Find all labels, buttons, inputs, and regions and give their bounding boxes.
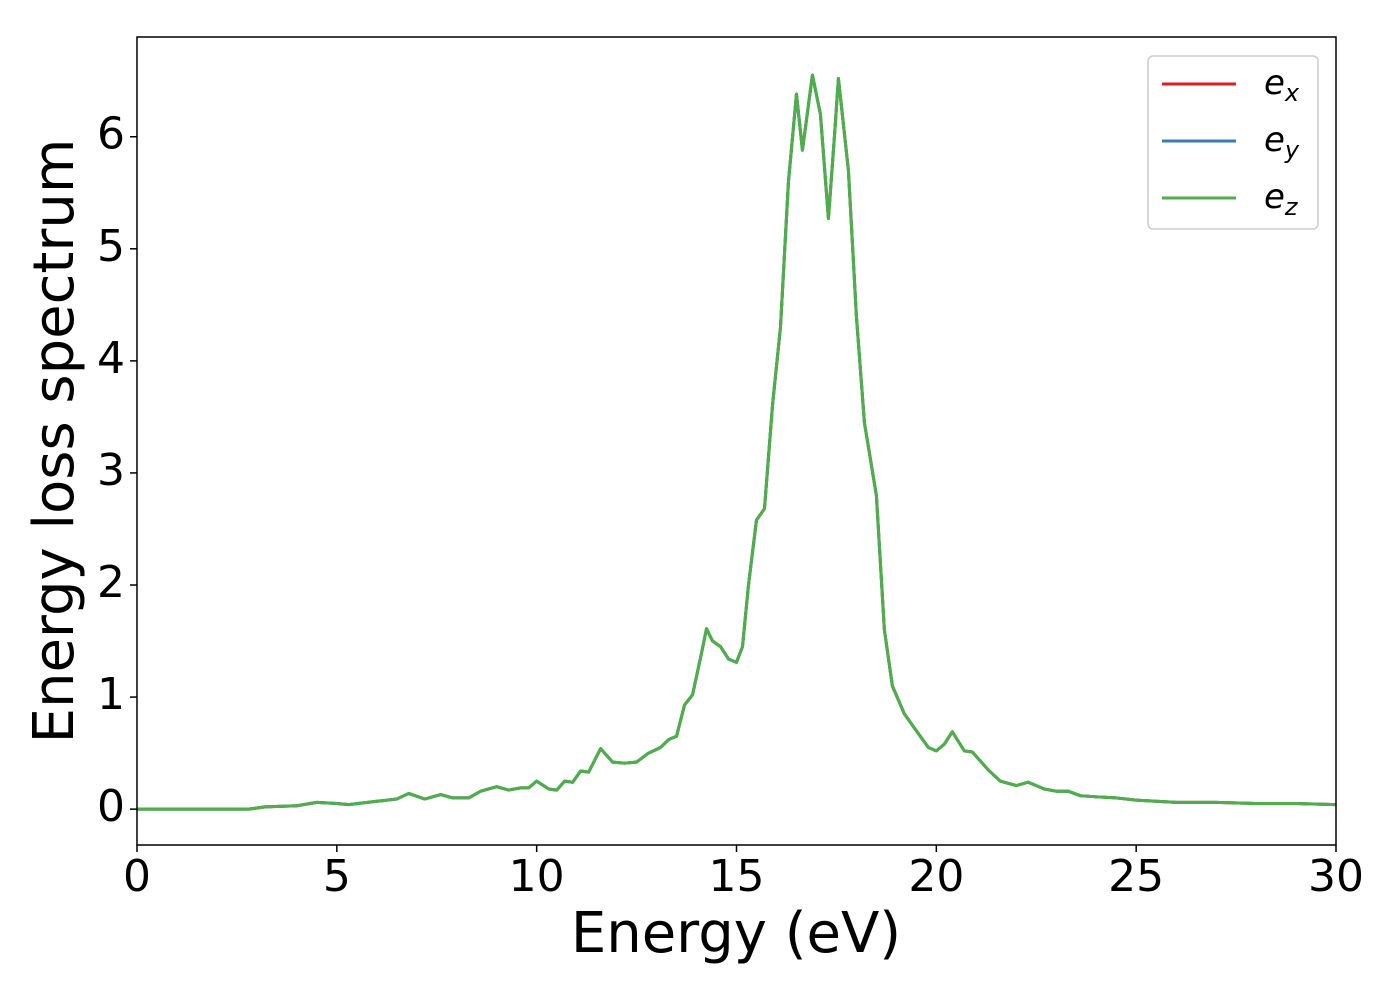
legend-label: ey — [1264, 120, 1300, 165]
y-tick-label: 2 — [97, 557, 125, 608]
y-tick-label: 5 — [97, 221, 125, 272]
x-tick-label: 0 — [123, 851, 151, 902]
x-tick-label: 5 — [323, 851, 351, 902]
y-tick-label: 6 — [97, 109, 125, 160]
y-tick-label: 0 — [97, 781, 125, 832]
x-tick-label: 15 — [709, 851, 765, 902]
series-line — [137, 73, 1337, 811]
x-tick-label: 10 — [509, 851, 565, 902]
x-tick-label: 25 — [1108, 851, 1164, 902]
plot-frame — [136, 36, 1337, 846]
legend-label: ez — [1264, 177, 1299, 222]
y-tick-label: 4 — [97, 333, 125, 384]
y-tick-label: 1 — [97, 669, 125, 720]
y-tick-label: 3 — [97, 445, 125, 496]
x-tick-label: 20 — [908, 851, 964, 902]
legend-label: ex — [1264, 63, 1300, 108]
x-axis-label: Energy (eV) — [571, 901, 901, 966]
y-axis-label: Energy loss spectrum — [22, 139, 87, 744]
x-tick-label: 30 — [1308, 851, 1364, 902]
